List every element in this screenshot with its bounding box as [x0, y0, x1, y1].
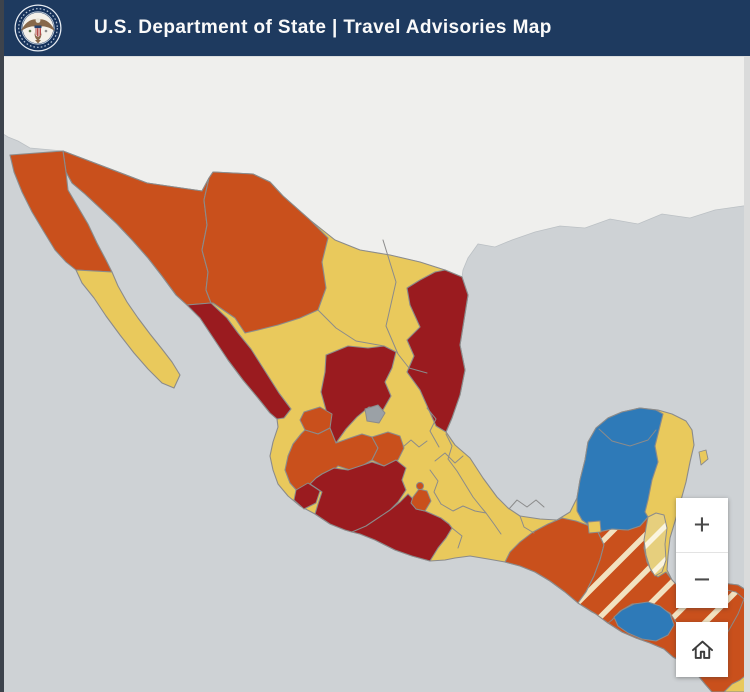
region-baja-california-sur[interactable] [75, 269, 181, 389]
home-control [676, 622, 728, 677]
region-belize-hatched[interactable] [643, 512, 668, 577]
map-right-edge-strip [744, 56, 750, 692]
region-aguascalientes[interactable] [364, 404, 386, 424]
page-title: U.S. Department of State | Travel Adviso… [94, 17, 552, 38]
zoom-control: + − [676, 498, 728, 608]
home-icon [691, 640, 713, 659]
home-button[interactable] [676, 622, 728, 677]
region-guerrero[interactable] [351, 493, 453, 562]
department-of-state-seal-icon [14, 4, 62, 52]
region-sinaloa[interactable] [186, 302, 292, 420]
region-guanajuato[interactable] [371, 431, 405, 467]
region-cozumel-island[interactable] [698, 449, 709, 466]
region-small-yellow-enclave[interactable] [587, 520, 602, 534]
zoom-out-button[interactable]: − [676, 553, 728, 608]
region-tamaulipas[interactable] [406, 269, 469, 433]
region-mexico-city-knob[interactable] [415, 481, 425, 491]
travel-advisories-map: + − [0, 56, 750, 692]
region-guatemala-hatched[interactable] [577, 516, 745, 645]
app-header: U.S. Department of State | Travel Adviso… [0, 0, 750, 56]
window-left-edge [0, 0, 4, 692]
map-canvas [0, 56, 750, 692]
state-border-lines [317, 239, 657, 549]
region-chihuahua[interactable] [201, 171, 329, 334]
zoom-in-button[interactable]: + [676, 498, 728, 553]
region-el-salvador[interactable] [613, 601, 675, 642]
region-colima[interactable] [293, 482, 321, 510]
